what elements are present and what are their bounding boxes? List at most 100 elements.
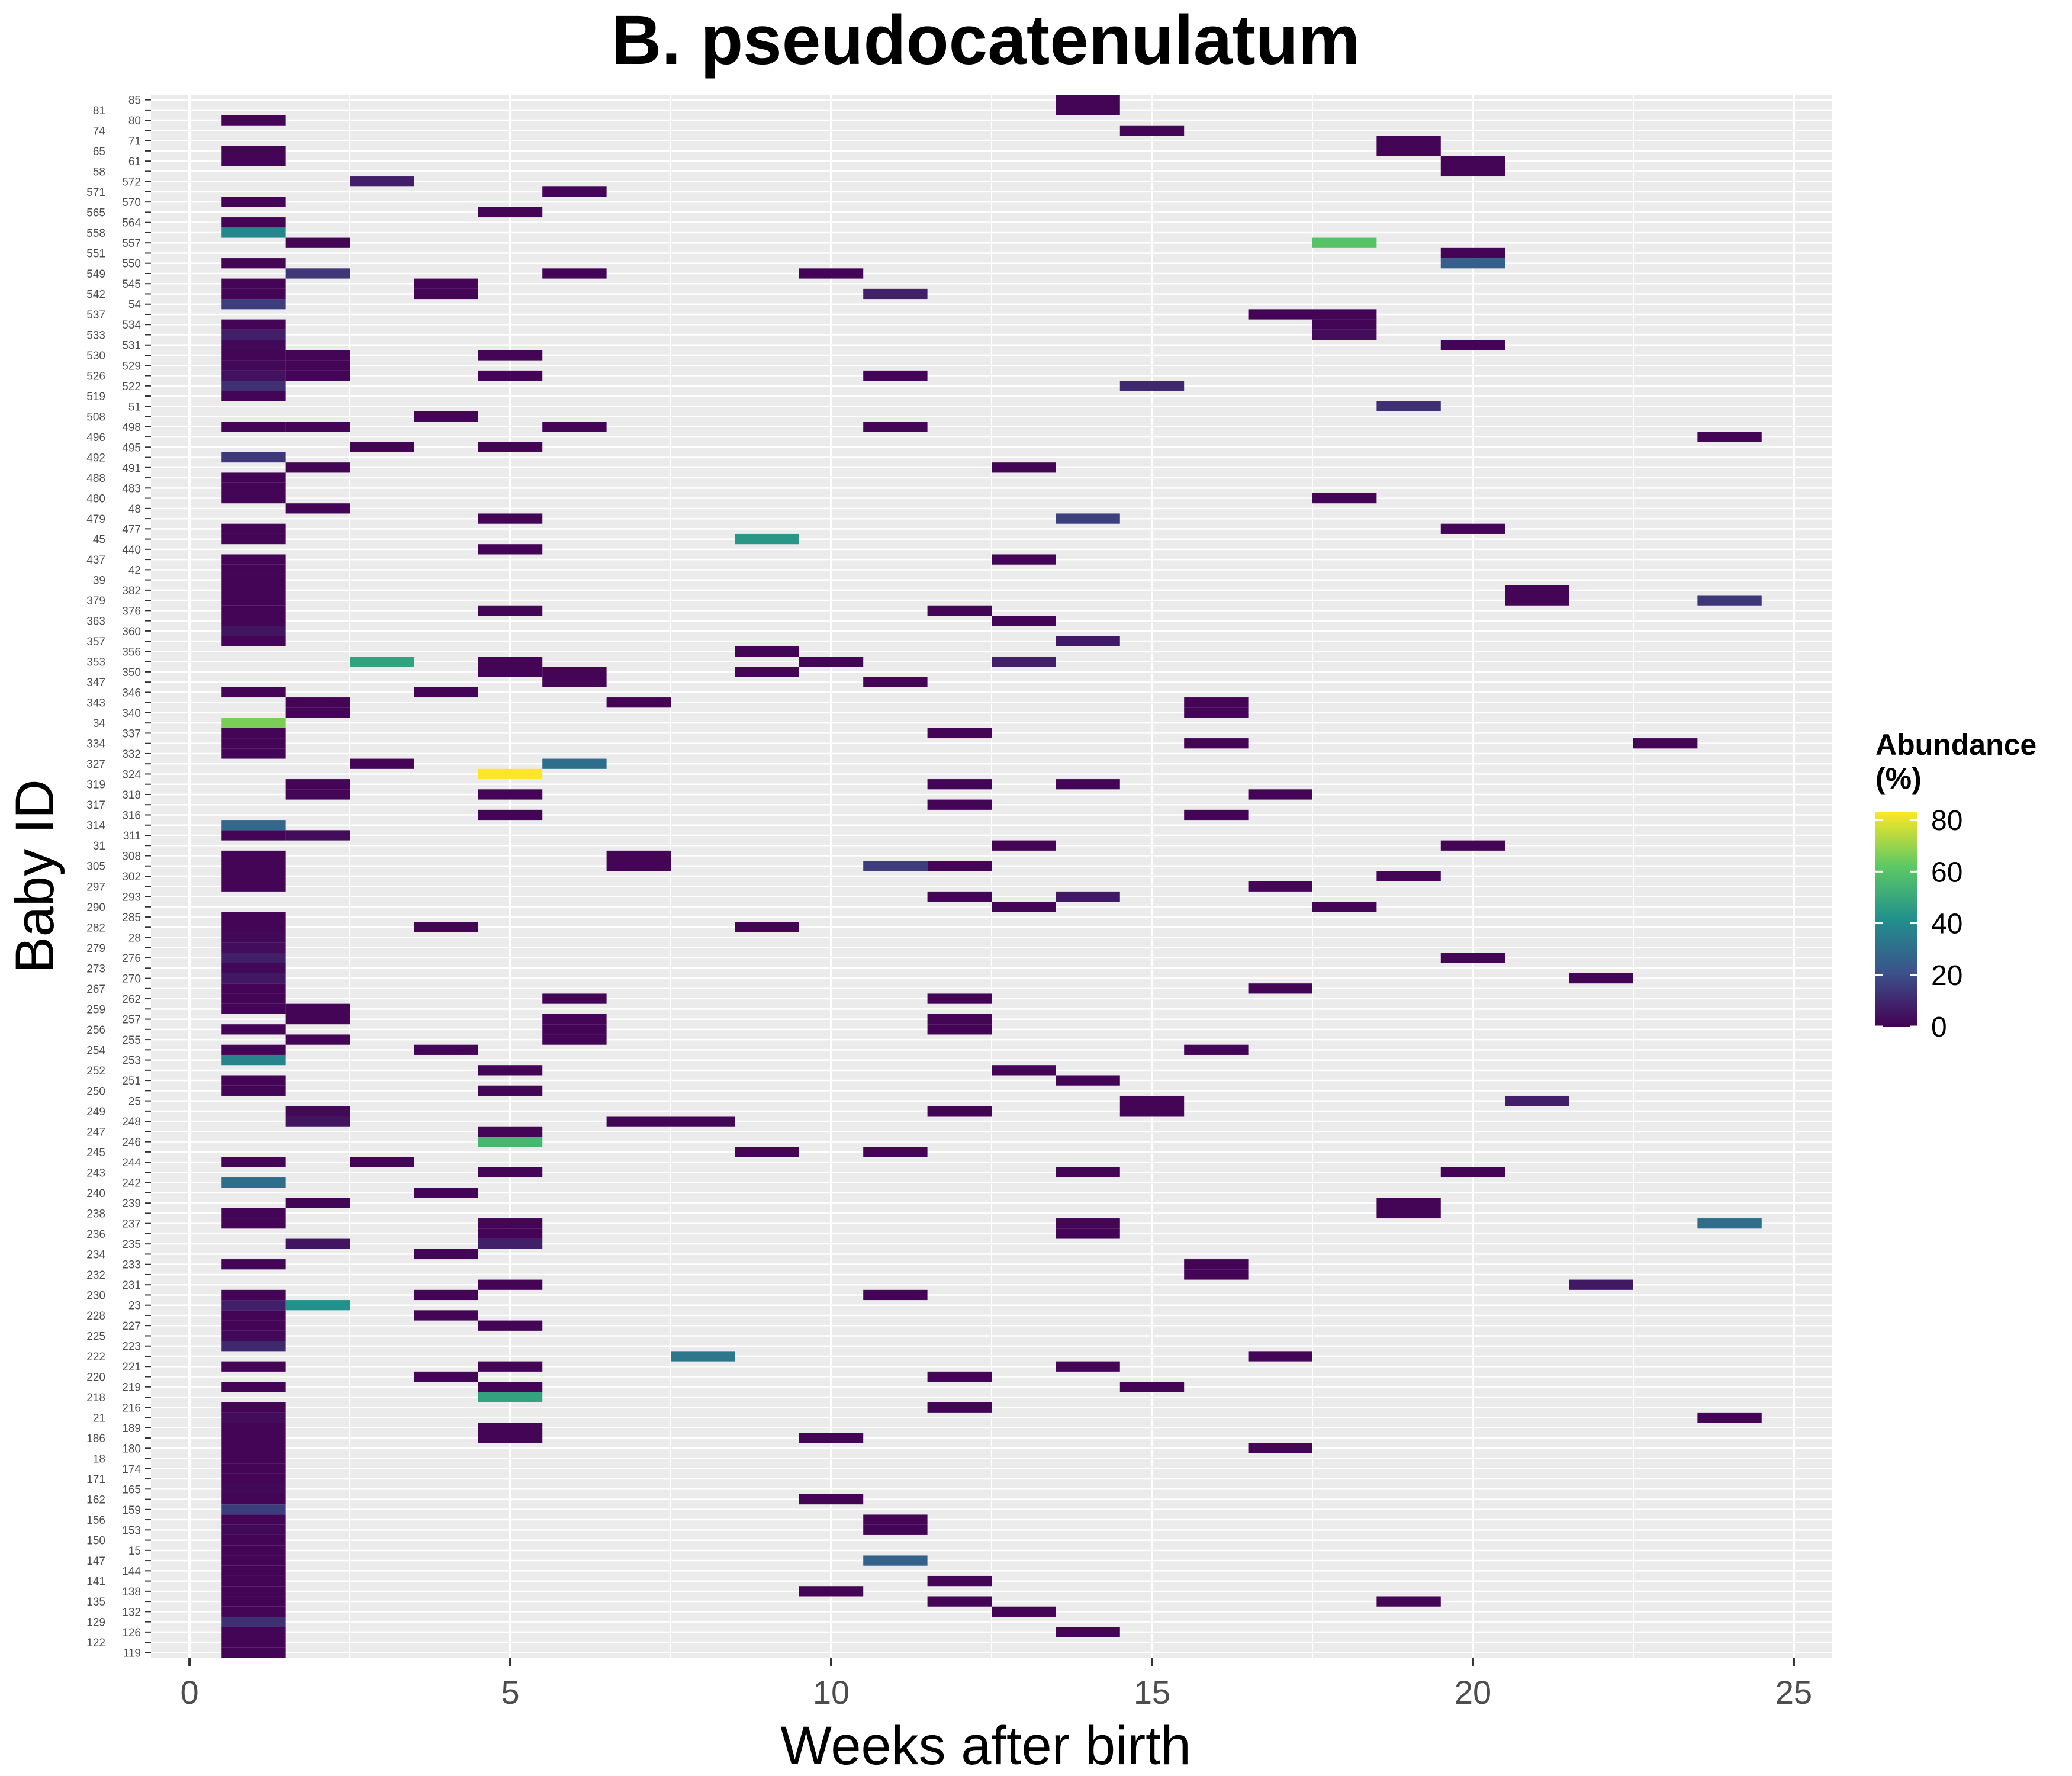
legend-title-line-1: Abundance: [1875, 728, 2036, 761]
heatmap-cell: [1569, 1279, 1633, 1290]
heatmap-cell: [478, 513, 543, 524]
legend-tick-label: 40: [1931, 909, 1962, 940]
y-tick-label: 132: [122, 1606, 141, 1619]
heatmap-cell: [1056, 95, 1120, 105]
heatmap-cell: [1184, 1269, 1249, 1280]
heatmap-cell: [221, 319, 286, 330]
heatmap-cell: [1119, 381, 1185, 391]
heatmap-cell: [478, 544, 543, 555]
heatmap-cell: [221, 574, 286, 585]
x-tick-label: 10: [813, 1674, 850, 1711]
y-tick-label: 231: [122, 1279, 141, 1292]
heatmap-cell: [285, 1003, 350, 1014]
y-tick-label: 228: [86, 1310, 105, 1323]
heatmap-cell: [221, 1075, 286, 1086]
heatmap-cell: [1440, 166, 1505, 177]
heatmap-cell: [221, 523, 286, 534]
y-tick-label: 233: [122, 1259, 141, 1272]
y-axis: 119 122 126 129 132 135 138 141 144 147 15 150 153 15…: [86, 95, 151, 1659]
heatmap-cell: [221, 1534, 286, 1546]
heatmap-cell: [1312, 309, 1377, 320]
legend-title-line-2: (%): [1875, 762, 1922, 795]
y-tick-label: 317: [86, 799, 105, 812]
heatmap-cell: [1184, 697, 1249, 708]
heatmap-cell: [1248, 983, 1312, 994]
heatmap-cell: [478, 768, 543, 780]
heatmap-cell: [1056, 891, 1120, 902]
heatmap-cell: [478, 1423, 543, 1433]
heatmap-cell: [1440, 340, 1505, 350]
heatmap-cell: [1505, 1095, 1569, 1106]
heatmap-cell: [992, 1606, 1056, 1617]
heatmap-cell: [1056, 1627, 1120, 1637]
heatmap-cell: [285, 779, 350, 790]
heatmap-cell: [285, 1238, 350, 1249]
y-tick-label: 225: [86, 1330, 105, 1343]
y-tick-label: 282: [86, 922, 105, 934]
heatmap-cell: [735, 1147, 799, 1157]
y-tick-label: 222: [86, 1351, 105, 1363]
heatmap-cell: [221, 1596, 286, 1607]
y-tick-label: 189: [122, 1423, 141, 1435]
y-tick-label: 237: [122, 1218, 141, 1231]
y-tick-label: 570: [122, 197, 141, 209]
heatmap-cell: [1248, 789, 1312, 800]
legend-tick-label: 80: [1931, 805, 1962, 836]
heatmap-cell: [478, 350, 543, 361]
heatmap-cell: [221, 1606, 286, 1617]
y-tick-label: 279: [86, 942, 105, 955]
heatmap-cell: [221, 1484, 286, 1494]
heatmap-cell: [1440, 258, 1505, 269]
y-tick-label: 256: [86, 1024, 105, 1037]
heatmap-cell: [992, 554, 1056, 565]
heatmap-cell: [285, 1116, 350, 1127]
heatmap-cell: [221, 748, 286, 759]
heatmap-cell: [542, 677, 607, 687]
legend-tick-label: 60: [1931, 857, 1962, 888]
heatmap-cell: [927, 1106, 992, 1117]
heatmap-cell: [478, 1137, 543, 1147]
heatmap-cell: [478, 370, 543, 381]
y-tick-label: 254: [86, 1044, 105, 1057]
y-tick-label: 80: [128, 115, 141, 127]
heatmap-cell: [1056, 636, 1120, 646]
heatmap-cell: [606, 697, 671, 708]
heatmap-cell: [221, 922, 286, 932]
heatmap-cell: [350, 758, 414, 769]
legend: Abundance (%) 0 20 40 60 80: [1875, 728, 2036, 1043]
x-axis: 0 5 10 15 20 25: [180, 1658, 1812, 1711]
y-tick-label: 18: [93, 1453, 105, 1466]
y-tick-label: 558: [86, 227, 105, 240]
y-tick-label: 257: [122, 1014, 141, 1027]
y-tick-label: 551: [86, 247, 105, 260]
heatmap-cell: [1697, 1412, 1762, 1423]
heatmap-cell: [478, 1433, 543, 1443]
y-tick-label: 290: [86, 902, 105, 914]
heatmap-cell: [221, 381, 286, 391]
legend-tick-label: 0: [1931, 1012, 1947, 1043]
legend-ticks: 0 20 40 60 80: [1875, 805, 1962, 1043]
heatmap-cell: [221, 1300, 286, 1311]
heatmap-cell: [221, 217, 286, 228]
heatmap-cell: [221, 278, 286, 289]
heatmap-cell: [221, 912, 286, 922]
y-tick-label: 549: [86, 268, 105, 281]
y-tick-label: 496: [86, 432, 105, 444]
y-tick-label: 119: [123, 1647, 141, 1659]
heatmap-cell: [1376, 1596, 1441, 1607]
y-tick-label: 319: [86, 779, 105, 792]
y-tick-label: 259: [86, 1003, 105, 1016]
heatmap-cell: [1312, 319, 1377, 330]
heatmap-cell: [1440, 953, 1505, 963]
heatmap-cell: [221, 626, 286, 636]
y-tick-label: 270: [122, 973, 141, 986]
heatmap-cell: [799, 268, 864, 279]
heatmap-cell: [927, 1024, 992, 1035]
heatmap-cell: [221, 1433, 286, 1443]
heatmap-cell: [285, 462, 350, 473]
heatmap-cell: [221, 1157, 286, 1167]
heatmap-cell: [221, 1259, 286, 1270]
y-tick-label: 28: [128, 932, 141, 945]
y-tick-label: 526: [86, 371, 105, 383]
heatmap-cell: [863, 1514, 928, 1525]
